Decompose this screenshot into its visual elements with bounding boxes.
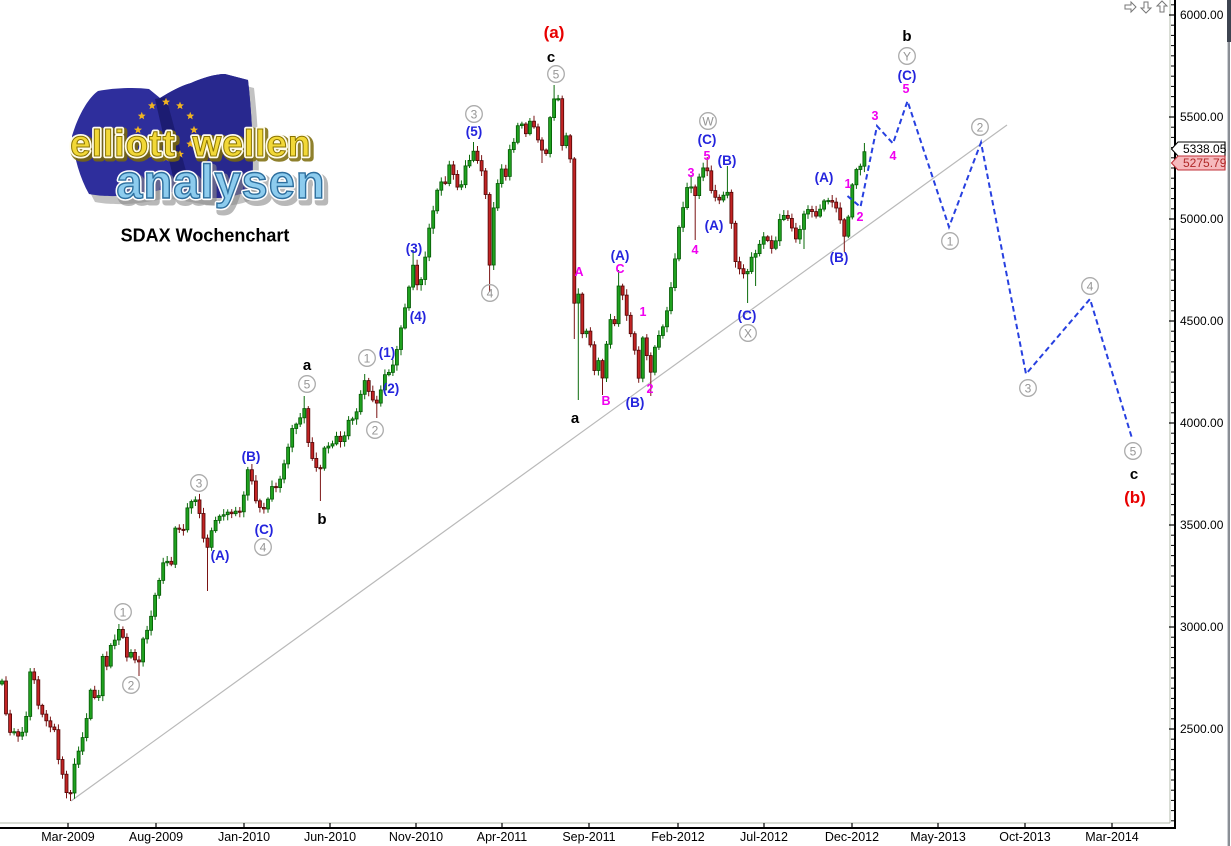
svg-text:wellen: wellen	[193, 125, 313, 166]
svg-text:(C): (C)	[698, 132, 717, 147]
svg-text:A: A	[574, 265, 583, 279]
svg-text:Sep-2011: Sep-2011	[562, 830, 615, 844]
svg-text:wellen: wellen	[191, 123, 311, 164]
svg-text:a: a	[303, 357, 312, 374]
svg-text:2: 2	[647, 382, 654, 396]
svg-text:1: 1	[947, 234, 954, 248]
svg-text:(4): (4)	[410, 309, 427, 324]
svg-text:4: 4	[1087, 279, 1094, 293]
svg-text:Dec-2012: Dec-2012	[825, 830, 879, 844]
svg-text:4500.00: 4500.00	[1180, 314, 1224, 328]
svg-text:(A): (A)	[815, 170, 834, 185]
svg-text:5: 5	[553, 67, 560, 81]
svg-text:6000.00: 6000.00	[1180, 8, 1224, 22]
svg-text:(2): (2)	[383, 381, 400, 396]
svg-text:(A): (A)	[611, 248, 630, 263]
svg-text:b: b	[902, 28, 911, 45]
svg-text:4000.00: 4000.00	[1180, 416, 1224, 430]
svg-text:Mar-2014: Mar-2014	[1085, 830, 1139, 844]
svg-text:May-2013: May-2013	[910, 830, 966, 844]
svg-text:Jul-2012: Jul-2012	[740, 830, 788, 844]
svg-text:Feb-2012: Feb-2012	[651, 830, 705, 844]
svg-text:1: 1	[364, 351, 371, 365]
svg-text:(A): (A)	[211, 548, 230, 563]
svg-text:4: 4	[890, 149, 897, 163]
svg-text:(3): (3)	[406, 241, 423, 256]
svg-text:elliott: elliott	[70, 123, 176, 164]
svg-text:5: 5	[304, 377, 311, 391]
svg-text:X: X	[744, 326, 752, 340]
svg-text:3: 3	[471, 107, 478, 121]
svg-text:5275.79: 5275.79	[1183, 156, 1227, 170]
svg-text:elliott: elliott	[72, 125, 178, 166]
svg-text:c: c	[547, 49, 555, 66]
svg-text:wellen: wellen	[191, 123, 311, 164]
svg-text:3: 3	[1025, 381, 1032, 395]
svg-text:2: 2	[977, 120, 984, 134]
svg-text:Mar-2009: Mar-2009	[41, 830, 95, 844]
svg-text:5338.05: 5338.05	[1183, 142, 1227, 156]
svg-text:elliott: elliott	[70, 123, 176, 164]
svg-text:3000.00: 3000.00	[1180, 620, 1224, 634]
svg-text:5000.00: 5000.00	[1180, 212, 1224, 226]
svg-text:4: 4	[487, 286, 494, 300]
svg-text:(1): (1)	[379, 345, 396, 360]
svg-text:5: 5	[704, 149, 711, 163]
svg-text:W: W	[702, 114, 714, 128]
svg-text:3: 3	[688, 166, 695, 180]
svg-text:Jun-2010: Jun-2010	[304, 830, 356, 844]
svg-text:2: 2	[128, 678, 135, 692]
svg-text:(B): (B)	[718, 153, 737, 168]
svg-text:2500.00: 2500.00	[1180, 722, 1224, 736]
svg-text:(C): (C)	[738, 308, 757, 323]
svg-text:analysen: analysen	[116, 155, 325, 208]
svg-text:1: 1	[640, 305, 647, 319]
svg-text:2: 2	[857, 210, 864, 224]
svg-text:2: 2	[372, 423, 379, 437]
svg-text:3: 3	[872, 109, 879, 123]
svg-text:Oct-2013: Oct-2013	[999, 830, 1050, 844]
svg-text:b: b	[317, 511, 326, 528]
svg-text:(B): (B)	[242, 449, 261, 464]
svg-text:(B): (B)	[626, 395, 645, 410]
svg-text:(C): (C)	[255, 522, 274, 537]
svg-text:(A): (A)	[705, 218, 724, 233]
svg-text:Nov-2010: Nov-2010	[389, 830, 443, 844]
svg-text:(5): (5)	[466, 124, 483, 139]
svg-text:analysen: analysen	[119, 159, 328, 212]
svg-text:a: a	[571, 410, 580, 427]
svg-text:1: 1	[120, 605, 127, 619]
svg-text:B: B	[601, 394, 610, 408]
svg-text:5: 5	[1130, 444, 1137, 458]
svg-text:analysen: analysen	[116, 155, 325, 208]
svg-text:5500.00: 5500.00	[1180, 110, 1224, 124]
svg-text:5: 5	[903, 82, 910, 96]
svg-text:Jan-2010: Jan-2010	[218, 830, 270, 844]
svg-text:3500.00: 3500.00	[1180, 518, 1224, 532]
svg-text:4: 4	[692, 243, 699, 257]
svg-text:3: 3	[196, 476, 203, 490]
svg-text:SDAX Wochenchart: SDAX Wochenchart	[121, 226, 290, 246]
svg-text:Apr-2011: Apr-2011	[477, 830, 528, 844]
svg-text:(B): (B)	[830, 250, 849, 265]
svg-text:C: C	[615, 262, 624, 276]
svg-text:c: c	[1130, 466, 1138, 483]
svg-text:4: 4	[260, 540, 267, 554]
svg-text:(C): (C)	[898, 68, 917, 83]
svg-text:1: 1	[845, 177, 852, 191]
svg-text:Y: Y	[903, 49, 911, 63]
svg-text:Aug-2009: Aug-2009	[129, 830, 183, 844]
svg-text:(a): (a)	[544, 23, 565, 42]
svg-text:(b): (b)	[1124, 488, 1146, 507]
